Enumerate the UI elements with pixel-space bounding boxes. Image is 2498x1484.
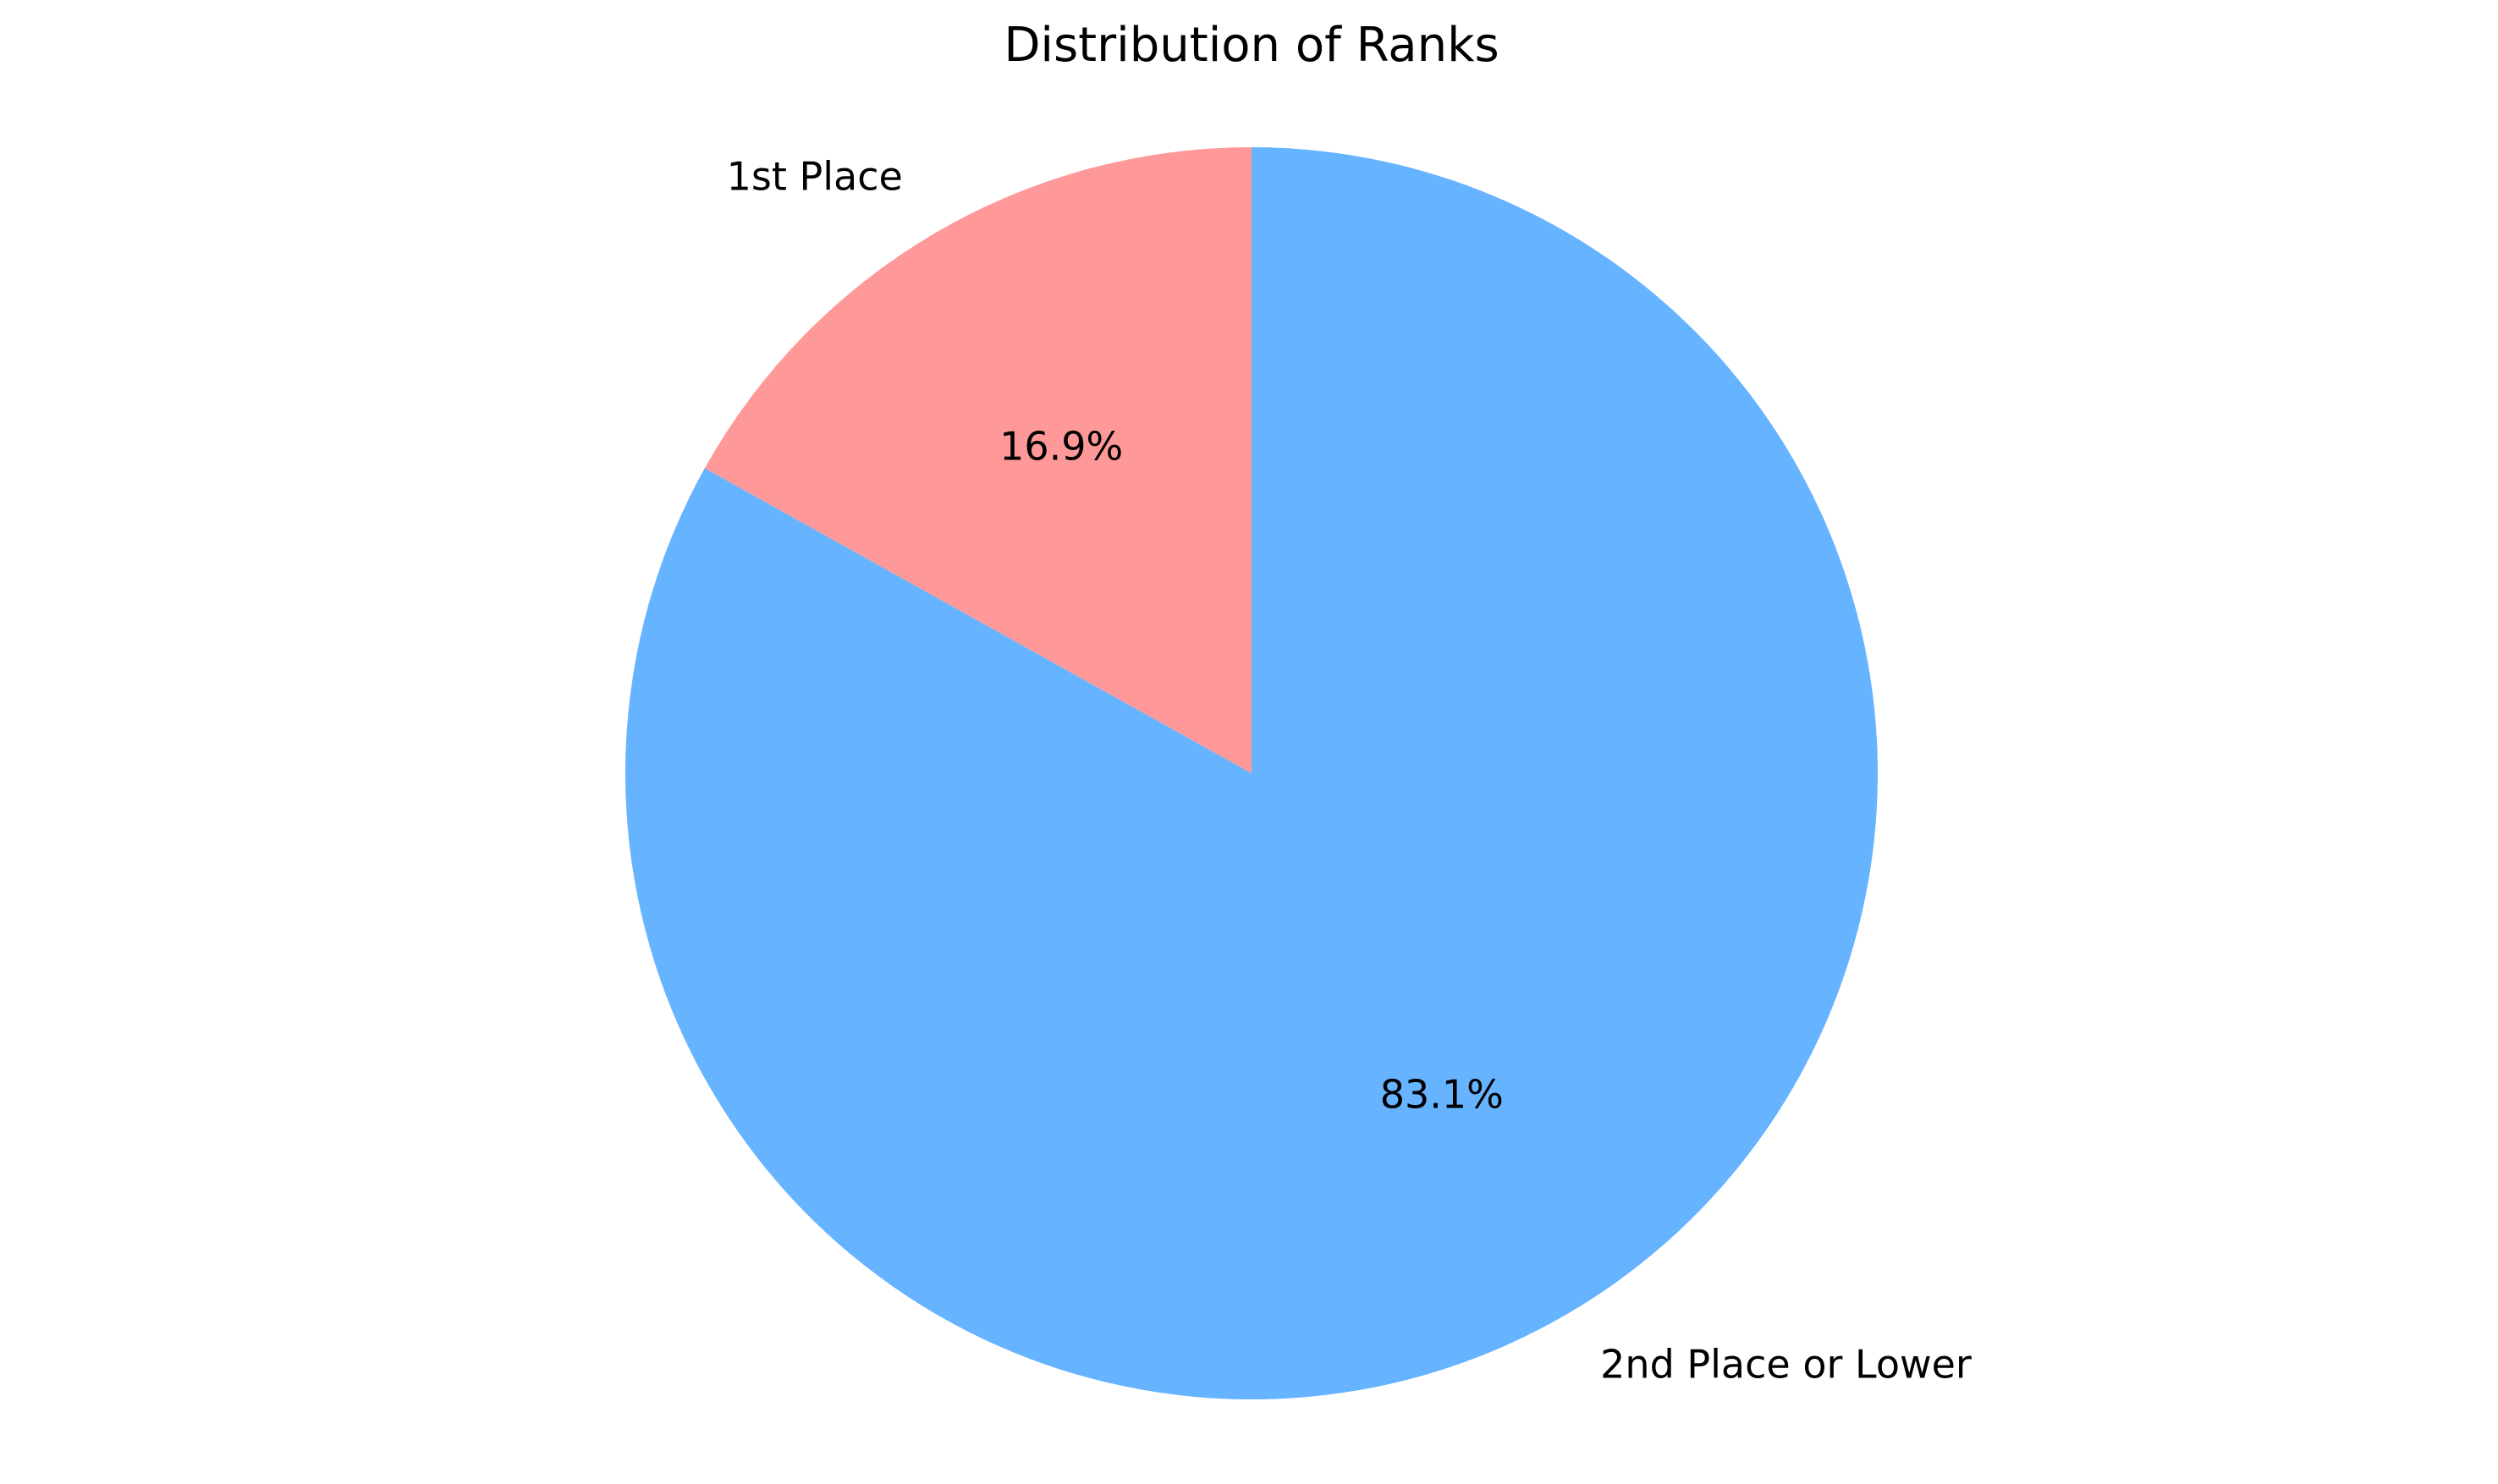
pie-slice-1 (704, 147, 1252, 773)
pie-labels: 1st Place 16.9% 2nd Place or Lower 83.1% (727, 154, 1972, 1388)
slice-percent-2: 83.1% (1380, 1071, 1504, 1117)
slice-percent-1: 16.9% (999, 424, 1123, 470)
slice-label-2: 2nd Place or Lower (1600, 1341, 1972, 1387)
chart-title: Distribution of Ranks (1004, 18, 1499, 73)
slice-label-1: 1st Place (727, 154, 903, 200)
pie-slices (624, 147, 1878, 1399)
pie-slice-2 (624, 147, 1878, 1399)
